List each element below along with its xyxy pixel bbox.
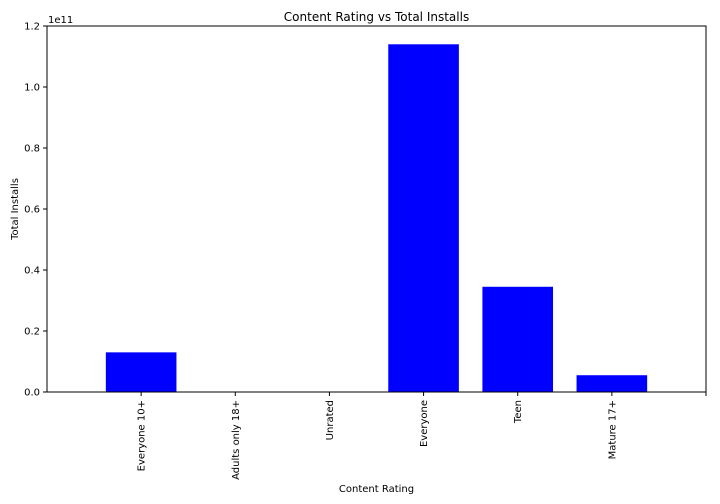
y-axis-label: Total Installs [10,178,21,241]
chart-title: Content Rating vs Total Installs [284,10,469,24]
bar-mature-17 [576,375,648,392]
bar-teen [482,286,554,392]
x-tick-label-everyone-10: Everyone 10+ [137,400,148,471]
x-tick-label-unrated: Unrated [325,400,336,440]
bars [105,44,648,393]
y-axis-offset-text: 1e11 [48,15,73,26]
bar-everyone-10 [105,352,177,392]
y-tick-label: 1.0 [24,83,40,94]
y-tick-label: 0.6 [24,205,40,216]
bar-everyone [388,44,459,393]
y-tick-label: 0.0 [24,388,40,399]
y-tick-label: 0.4 [24,266,40,277]
y-tick-label: 0.2 [24,327,40,338]
y-tick-label: 0.8 [24,144,40,155]
x-tick-label-everyone: Everyone [419,400,430,447]
y-tick-label: 1.2 [24,22,40,33]
x-tick-label-mature-17: Mature 17+ [607,400,618,459]
x-axis-label: Content Rating [339,484,414,495]
y-axis-ticks: 0.0 0.2 0.4 0.6 0.8 1.0 1.2 [24,22,47,399]
plot-frame [46,25,707,393]
x-tick-label-adults-only-18: Adults only 18+ [231,400,242,480]
x-axis-ticks: Everyone 10+ Adults only 18+ Unrated Everyo… [137,392,707,480]
x-tick-label-teen: Teen [513,400,524,424]
